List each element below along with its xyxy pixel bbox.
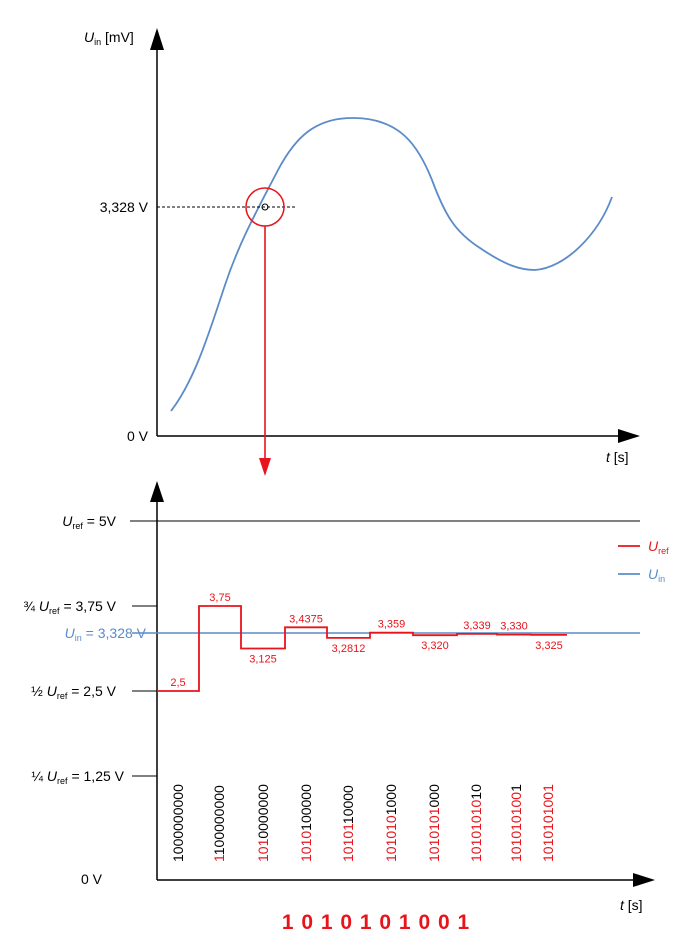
step-value-label: 3,325 xyxy=(535,640,563,652)
bit-code-label: 1010101001 xyxy=(540,784,556,862)
top-x-axis-arrow xyxy=(618,429,640,443)
bit-code-label: 1010100000 xyxy=(298,784,314,862)
bottom-x-axis-arrow xyxy=(633,873,655,887)
top-zero-label: 0 V xyxy=(127,428,149,444)
sample-value-label: 3,328 V xyxy=(100,199,149,215)
result-code: 1 0 1 0 1 0 1 0 0 1 xyxy=(282,911,470,934)
uin-curve xyxy=(170,117,613,412)
step-value-label: 3,4375 xyxy=(289,613,323,625)
step-value-label: 3,359 xyxy=(378,619,406,631)
legend-label-uref: Uref xyxy=(648,538,669,556)
bit-code-label: 1010101001 xyxy=(508,784,524,862)
level-label-1-4: ¼ Uref = 1,25 V xyxy=(31,768,124,786)
level-label-1-2: ½ Uref = 2,5 V xyxy=(31,683,117,701)
bit-code-label: 1000000000 xyxy=(170,784,186,862)
bottom-x-axis-label: t [s] xyxy=(620,897,643,913)
step-value-label: 3,330 xyxy=(500,621,528,633)
sample-arrow-head xyxy=(259,458,271,476)
bit-code-label: 1010101000 xyxy=(426,784,442,862)
step-value-label: 3,75 xyxy=(209,592,230,604)
bit-code-label: 1010101000 xyxy=(383,784,399,862)
top-x-axis-label: t [s] xyxy=(606,449,629,465)
bit-code-label: 1010110000 xyxy=(340,785,356,862)
level-label-zero: 0 V xyxy=(81,871,103,887)
bottom-chart: Uref = 5V ¾ Uref = 3,75 V Uin = 3,328 V … xyxy=(23,481,669,934)
step-value-label: 2,5 xyxy=(170,677,185,689)
bit-code-label: 1100000000 xyxy=(211,785,227,862)
step-value-label: 3,339 xyxy=(463,620,491,632)
sample-point xyxy=(261,203,269,211)
bottom-y-axis-arrow xyxy=(150,481,164,502)
level-label-uin: Uin = 3,328 V xyxy=(65,625,147,643)
uref-step-curve xyxy=(157,605,567,692)
bit-code-label: 1010101010 xyxy=(468,784,484,862)
legend: Uref Uin xyxy=(618,538,669,584)
step-value-label: 3,320 xyxy=(421,640,449,652)
top-chart: Uin [mV] 3,328 V 0 V t [s] xyxy=(84,28,640,476)
level-label-uref: Uref = 5V xyxy=(62,513,116,531)
top-y-axis-arrow xyxy=(150,28,164,50)
step-value-label: 3,125 xyxy=(249,654,277,666)
level-label-3-4: ¾ Uref = 3,75 V xyxy=(23,598,116,616)
sar-steps: 2,5 3,75 3,125 3,4375 3,2812 3,359 3,320 3,339 3… xyxy=(157,592,567,692)
bit-codes: 1000000000 1100000000 1010000000 1010100000… xyxy=(170,784,556,862)
legend-label-uin: Uin xyxy=(648,566,665,584)
top-y-axis-label: Uin [mV] xyxy=(84,29,134,47)
bit-code-label: 1010000000 xyxy=(255,784,271,862)
step-value-label: 3,2812 xyxy=(332,643,366,655)
